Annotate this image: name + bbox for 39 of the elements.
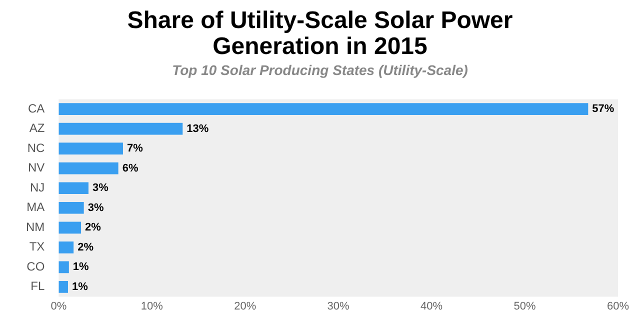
x-tick-label: 10% xyxy=(140,300,164,312)
bar xyxy=(58,142,123,155)
bar xyxy=(58,261,69,274)
data-label: 2% xyxy=(85,222,102,234)
bar xyxy=(58,202,84,214)
y-tick-label: CO xyxy=(26,259,45,274)
y-tick-label: FL xyxy=(30,279,45,294)
bar xyxy=(58,222,82,234)
bar xyxy=(58,122,183,135)
x-tick-label: 50% xyxy=(514,300,536,312)
y-tick-label: AZ xyxy=(29,121,45,136)
data-label: 7% xyxy=(126,142,144,155)
data-label: 1% xyxy=(72,280,88,293)
bar xyxy=(58,103,588,116)
y-tick-label: NJ xyxy=(30,180,45,194)
data-label: 1% xyxy=(72,261,90,274)
bar xyxy=(58,241,74,254)
data-label: 13% xyxy=(186,122,209,135)
data-label: 57% xyxy=(592,103,614,116)
y-tick-label: CA xyxy=(28,101,45,116)
bar xyxy=(58,182,88,194)
y-tick-label: NC xyxy=(27,140,45,155)
chart-subtitle: Top 10 Solar Producing States (Utility-Scale) xyxy=(171,62,469,78)
chart-title: Share of Utility-Scale Solar Power Generation in 2015 xyxy=(126,7,514,60)
bar xyxy=(58,280,68,293)
data-label: 6% xyxy=(122,162,138,174)
bar xyxy=(58,162,118,174)
y-tick-label: TX xyxy=(29,240,45,254)
x-tick-label: 40% xyxy=(420,300,443,312)
data-label: 2% xyxy=(78,241,94,254)
y-tick-label: NM xyxy=(26,220,45,234)
x-tick-label: 60% xyxy=(606,300,630,312)
x-tick-label: 0% xyxy=(50,300,67,312)
x-tick-label: 20% xyxy=(234,300,256,312)
y-tick-label: MA xyxy=(26,200,45,214)
data-label: 3% xyxy=(92,182,109,194)
data-label: 3% xyxy=(88,202,104,214)
y-tick-label: NV xyxy=(28,160,45,175)
x-tick-label: 30% xyxy=(327,300,350,312)
